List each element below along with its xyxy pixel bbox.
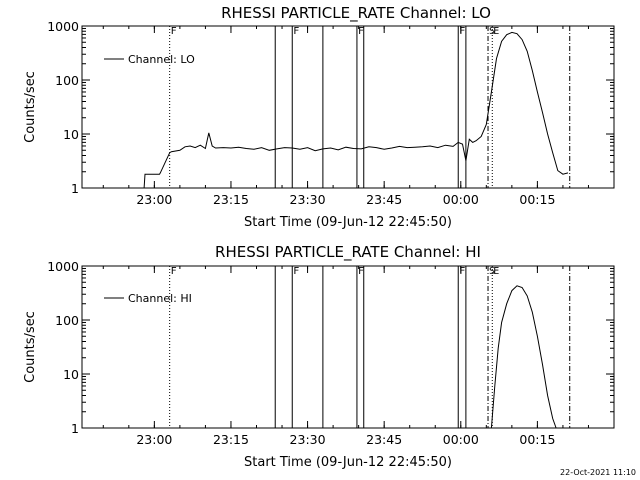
- x-tick-label: 00:00: [443, 192, 479, 207]
- plot-frame: [81, 25, 615, 189]
- chart-title: RHESSI PARTICLE_RATE Channel: HI: [215, 243, 481, 262]
- x-tick-label: 00:00: [443, 432, 479, 447]
- x-tick-label: 23:30: [290, 192, 326, 207]
- y-tick-label: 1: [71, 181, 79, 196]
- x-tick-label: 23:00: [136, 432, 172, 447]
- x-tick-label: 23:45: [366, 432, 402, 447]
- y-axis-label: Counts/sec: [23, 71, 38, 143]
- marker-label: F: [293, 266, 299, 277]
- chart-title: RHESSI PARTICLE_RATE Channel: LO: [221, 4, 491, 23]
- y-tick-label: 1: [71, 421, 79, 436]
- marker-label: F: [293, 26, 299, 37]
- marker-label: F: [171, 266, 177, 277]
- x-tick-label: 23:15: [213, 192, 249, 207]
- marker-label: E: [493, 26, 499, 37]
- y-tick-label: 10: [63, 127, 79, 142]
- y-axis-label: Counts/sec: [23, 311, 38, 383]
- series-line: [490, 285, 557, 429]
- marker-label: F: [358, 266, 364, 277]
- y-tick-label: 100: [55, 313, 79, 328]
- y-tick-label: 10: [63, 367, 79, 382]
- marker-label: S: [489, 26, 495, 37]
- chart-marks: 23:00 23:15 23:30 23:45 00:00 00:15 1 10 100 1000…: [47, 19, 615, 207]
- panel-lo: RHESSI PARTICLE_RATE Channel: LO 23:00 23…: [23, 4, 615, 230]
- marker-label: E: [493, 266, 499, 277]
- x-tick-label: 23:00: [136, 192, 172, 207]
- panel-hi: RHESSI PARTICLE_RATE Channel: HI 23:00 23…: [23, 243, 615, 470]
- marker-label: F: [459, 26, 465, 37]
- x-axis-label: Start Time (09-Jun-12 22:45:50): [244, 215, 452, 230]
- x-tick-label: 00:15: [519, 192, 555, 207]
- x-tick-label: 23:30: [290, 432, 326, 447]
- legend-label: Channel: HI: [128, 292, 192, 305]
- marker-label: F: [358, 26, 364, 37]
- y-tick-label: 100: [55, 73, 79, 88]
- marker-label: S: [489, 266, 495, 277]
- y-tick-label: 1000: [47, 259, 79, 274]
- plot-frame: [81, 265, 615, 429]
- legend-label: Channel: LO: [128, 53, 195, 66]
- y-tick-label: 1000: [47, 19, 79, 34]
- x-tick-label: 00:15: [519, 432, 555, 447]
- x-tick-label: 23:15: [213, 432, 249, 447]
- series-line: [143, 31, 569, 189]
- x-tick-label: 23:45: [366, 192, 402, 207]
- x-axis-label: Start Time (09-Jun-12 22:45:50): [244, 455, 452, 470]
- chart-marks: 23:00 23:15 23:30 23:45 00:00 00:15 1 10 100 1000…: [47, 259, 615, 447]
- marker-label: F: [459, 266, 465, 277]
- footer-timestamp: 22-Oct-2021 11:10: [560, 468, 636, 477]
- marker-label: F: [171, 26, 177, 37]
